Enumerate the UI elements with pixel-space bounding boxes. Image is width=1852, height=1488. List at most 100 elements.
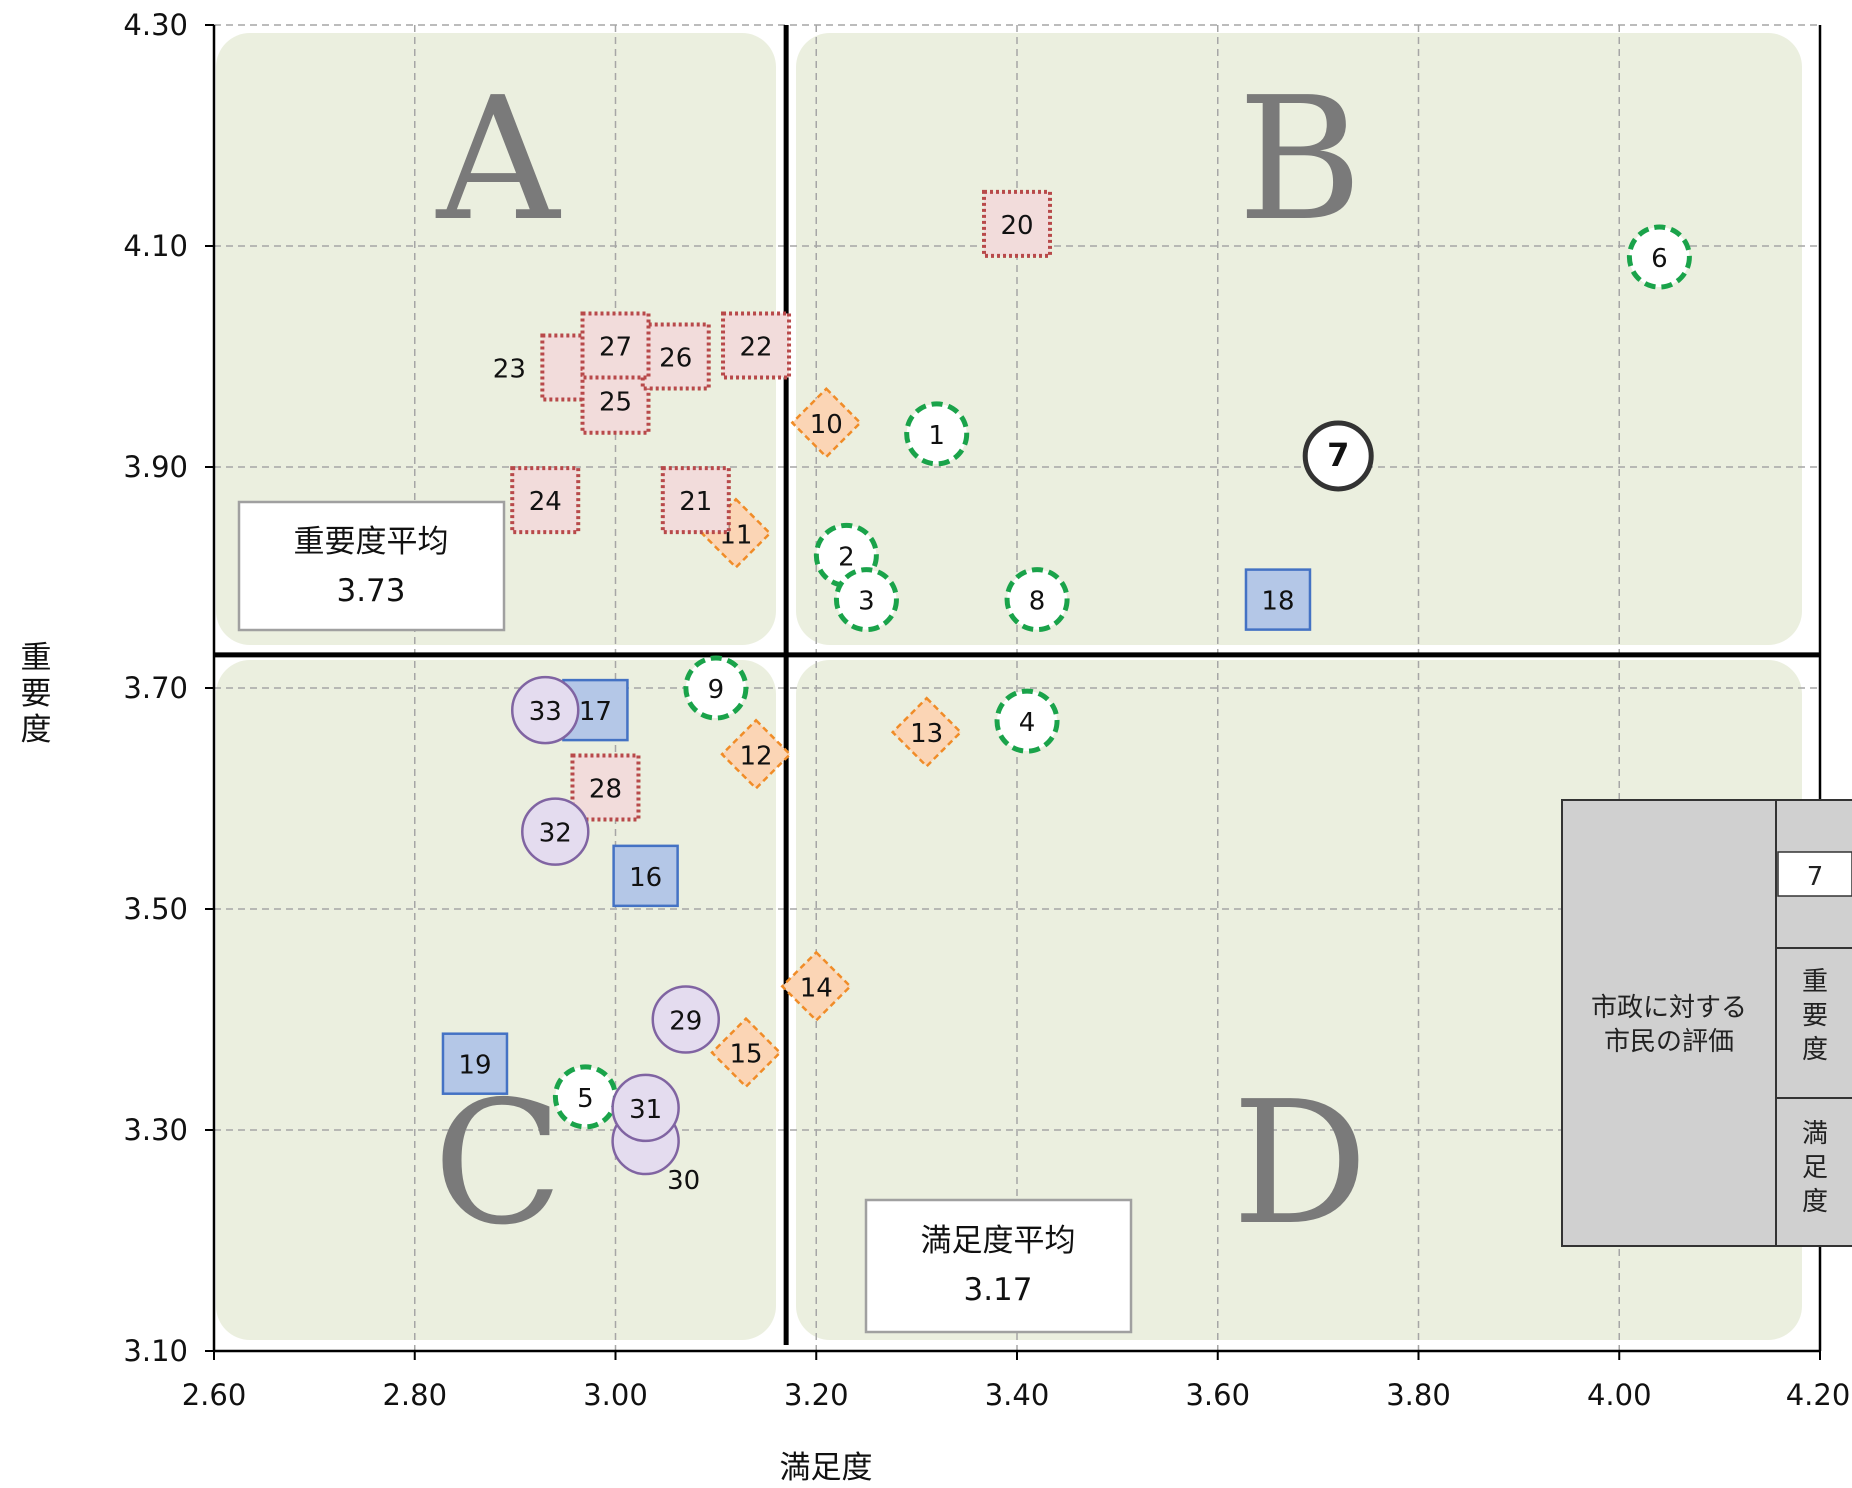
marker-circle [521, 797, 590, 866]
importance-average-label: 重要度平均 [294, 524, 449, 560]
quadrant-d-panel [796, 660, 1802, 1340]
x-tick-label: 4.20 [1786, 1378, 1851, 1412]
data-point-14: 14 [780, 950, 853, 1023]
data-label-9: 9 [708, 675, 725, 705]
data-point-20: 20 [982, 189, 1052, 258]
x-tick-label: 2.80 [382, 1378, 447, 1412]
marker-dotted-square [721, 311, 792, 380]
data-label-6: 6 [1651, 244, 1668, 274]
y-tick-label: 3.30 [123, 1113, 188, 1147]
data-label-3: 3 [858, 587, 875, 617]
y-tick-label: 3.10 [123, 1334, 188, 1368]
marker-dotted-square [510, 466, 581, 535]
satisfaction-average-value: 3.17 [963, 1272, 1032, 1308]
quadrant-letter-d: D [1232, 1065, 1368, 1263]
data-label-19: 19 [458, 1051, 491, 1081]
legend-row-satisfaction: 満足度 [1802, 1119, 1828, 1217]
data-points: 1234567891011121314151617181920212223242… [441, 189, 1692, 1196]
data-label-1: 1 [928, 421, 945, 451]
marker-dotted-square [660, 466, 731, 535]
legend-sample-box [1777, 851, 1852, 897]
data-label-25: 25 [599, 388, 632, 418]
y-axis-title: 重要度 [21, 640, 52, 748]
data-label-12: 12 [739, 741, 772, 771]
data-label-17: 17 [579, 697, 612, 727]
x-tick-label: 4.00 [1587, 1378, 1652, 1412]
x-tick-label: 3.00 [583, 1378, 648, 1412]
marker-dashed-circle [994, 688, 1060, 754]
data-label-29: 29 [669, 1007, 702, 1037]
x-tick-label: 3.60 [1185, 1378, 1250, 1412]
data-label-8: 8 [1029, 587, 1046, 617]
marker-circle [651, 985, 721, 1054]
data-point-5: 5 [552, 1064, 618, 1130]
data-point-26: 26 [640, 322, 711, 391]
data-point-33: 33 [510, 675, 580, 745]
data-label-7: 7 [1327, 436, 1349, 474]
data-point-27: 27 [580, 311, 651, 380]
marker-diamond [710, 1016, 782, 1089]
data-label-28: 28 [589, 774, 622, 804]
data-point-21: 21 [660, 466, 731, 535]
data-point-18: 18 [1244, 568, 1312, 631]
data-label-32: 32 [539, 819, 572, 849]
x-axis-title: 満足度 [780, 1450, 873, 1486]
marker-dotted-square [570, 753, 641, 822]
marker-diamond [890, 696, 963, 768]
data-label-13: 13 [910, 719, 943, 749]
quadrant-letter-a: A [436, 61, 562, 259]
data-label-21: 21 [679, 487, 712, 517]
y-tick-label: 3.90 [123, 450, 188, 484]
data-label-24: 24 [529, 487, 562, 517]
data-point-16: 16 [612, 844, 679, 908]
marker-bold-circle [1302, 420, 1374, 492]
data-label-15: 15 [729, 1040, 762, 1070]
importance-average-value: 3.73 [336, 573, 405, 609]
data-label-31: 31 [629, 1095, 662, 1125]
marker-dashed-circle [683, 655, 749, 721]
data-point-15: 15 [710, 1016, 782, 1089]
data-point-8: 8 [1004, 567, 1070, 633]
data-label-22: 22 [739, 332, 772, 362]
quadrant-b-panel [796, 33, 1802, 645]
data-point-1: 1 [904, 401, 970, 467]
quadrant-a-panel [216, 33, 776, 645]
marker-square [441, 1032, 509, 1095]
marker-diamond [720, 718, 792, 791]
marker-dotted-square [640, 322, 711, 391]
satisfaction-average-label: 満足度平均 [921, 1223, 1076, 1259]
marker-circle [611, 1073, 680, 1143]
marker-dashed-circle [904, 401, 970, 467]
data-point-7: 7 [1302, 420, 1374, 492]
marker-square [612, 844, 679, 908]
marker-circle [510, 675, 580, 745]
importance-average-box: 重要度平均 3.73 [237, 500, 506, 632]
data-label-33: 33 [529, 697, 562, 727]
data-point-24: 24 [510, 466, 581, 535]
data-label-30: 30 [667, 1166, 700, 1196]
marker-dashed-circle [1004, 567, 1070, 633]
marker-square [1244, 568, 1312, 631]
legend-sample-label: 7 [1807, 862, 1824, 892]
data-point-4: 4 [994, 688, 1060, 754]
data-point-12: 12 [720, 718, 792, 791]
marker-dotted-square [982, 189, 1052, 258]
x-tick-label: 2.60 [182, 1378, 247, 1412]
data-label-18: 18 [1261, 587, 1294, 617]
quadrant-letter-c: C [433, 1065, 563, 1263]
legend-row-importance: 重要度 [1802, 967, 1828, 1065]
y-tick-label: 3.70 [123, 671, 188, 705]
data-point-6: 6 [1626, 224, 1692, 290]
marker-dashed-circle [833, 567, 899, 633]
data-point-28: 28 [570, 753, 641, 822]
data-point-22: 22 [721, 311, 792, 380]
marker-dashed-circle [1626, 224, 1692, 290]
data-label-10: 10 [810, 410, 843, 440]
y-tick-label: 4.10 [123, 229, 188, 263]
data-label-27: 27 [599, 332, 632, 362]
data-label-14: 14 [800, 973, 833, 1003]
legend-title: 市政に対する市民の評価 [1591, 993, 1747, 1057]
axis-ticks [205, 24, 1821, 1360]
data-label-5: 5 [577, 1084, 594, 1114]
